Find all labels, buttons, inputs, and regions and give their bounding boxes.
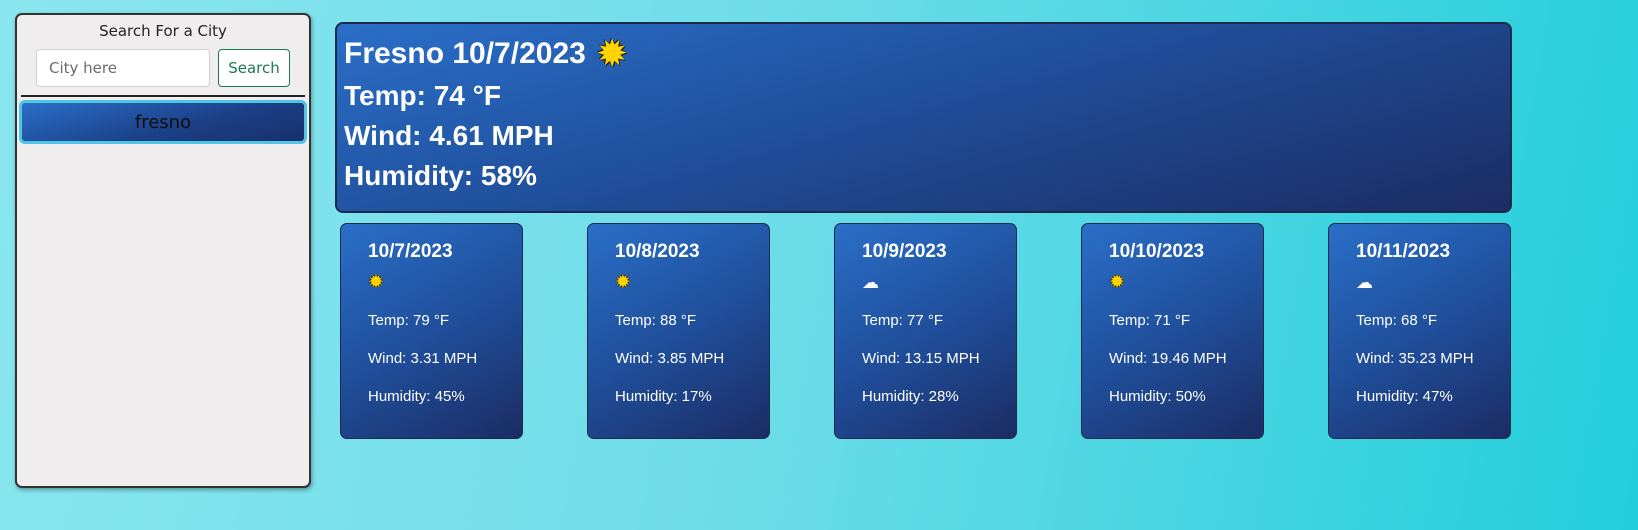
forecast-temp: Temp: 88 °F bbox=[615, 312, 697, 329]
current-temp: Temp: 74 °F bbox=[344, 80, 501, 111]
current-humidity: Humidity: 58% bbox=[344, 160, 537, 191]
forecast-date: 10/9/2023 bbox=[862, 241, 947, 262]
forecast-wind: Wind: 35.23 MPH bbox=[1356, 350, 1474, 367]
current-title-row: Fresno 10/7/2023 ✹ bbox=[344, 32, 1510, 76]
forecast-date: 10/7/2023 bbox=[368, 241, 453, 262]
history-city-button[interactable]: fresno bbox=[19, 100, 307, 144]
forecast-card: 10/11/2023 ☁ Temp: 68 °F Wind: 35.23 MPH… bbox=[1328, 223, 1511, 439]
sun-icon: ✹ bbox=[1109, 272, 1125, 293]
sun-icon: ✹ bbox=[615, 272, 631, 293]
cloud-icon: ☁ bbox=[1356, 273, 1373, 292]
forecast-card: 10/7/2023 ✹ Temp: 79 °F Wind: 3.31 MPH H… bbox=[340, 223, 523, 439]
search-row: Search bbox=[17, 49, 309, 87]
sun-icon: ✹ bbox=[368, 272, 384, 293]
search-button[interactable]: Search bbox=[218, 49, 290, 87]
forecast-card: 10/10/2023 ✹ Temp: 71 °F Wind: 19.46 MPH… bbox=[1081, 223, 1264, 439]
sun-icon: ✹ bbox=[597, 35, 627, 73]
forecast-humidity: Humidity: 47% bbox=[1356, 388, 1453, 405]
forecast-wind: Wind: 19.46 MPH bbox=[1109, 350, 1227, 367]
forecast-temp: Temp: 77 °F bbox=[862, 312, 944, 329]
cloud-icon: ☁ bbox=[862, 273, 879, 292]
forecast-humidity: Humidity: 28% bbox=[862, 388, 959, 405]
forecast-wind: Wind: 3.31 MPH bbox=[368, 350, 478, 367]
forecast-temp: Temp: 71 °F bbox=[1109, 312, 1191, 329]
forecast-row: 10/7/2023 ✹ Temp: 79 °F Wind: 3.31 MPH H… bbox=[340, 223, 1512, 439]
forecast-date: 10/11/2023 bbox=[1356, 241, 1451, 262]
forecast-humidity: Humidity: 17% bbox=[615, 388, 712, 405]
forecast-wind: Wind: 3.85 MPH bbox=[615, 350, 725, 367]
current-wind: Wind: 4.61 MPH bbox=[344, 120, 554, 151]
forecast-humidity: Humidity: 45% bbox=[368, 388, 465, 405]
current-weather-panel: Fresno 10/7/2023 ✹ Temp: 74 °F Wind: 4.6… bbox=[335, 22, 1512, 213]
forecast-date: 10/10/2023 bbox=[1109, 241, 1205, 262]
forecast-temp: Temp: 79 °F bbox=[368, 312, 450, 329]
forecast-card: 10/9/2023 ☁ Temp: 77 °F Wind: 13.15 MPH … bbox=[834, 223, 1017, 439]
forecast-wind: Wind: 13.15 MPH bbox=[862, 350, 980, 367]
forecast-temp: Temp: 68 °F bbox=[1356, 312, 1438, 329]
forecast-date: 10/8/2023 bbox=[615, 241, 700, 262]
forecast-card: 10/8/2023 ✹ Temp: 88 °F Wind: 3.85 MPH H… bbox=[587, 223, 770, 439]
city-search-input[interactable] bbox=[36, 49, 210, 87]
sidebar-title: Search For a City bbox=[99, 22, 227, 40]
current-title: Fresno 10/7/2023 bbox=[344, 37, 586, 70]
forecast-humidity: Humidity: 50% bbox=[1109, 388, 1206, 405]
search-sidebar: Search For a City Search fresno bbox=[15, 13, 311, 488]
divider bbox=[21, 95, 305, 97]
